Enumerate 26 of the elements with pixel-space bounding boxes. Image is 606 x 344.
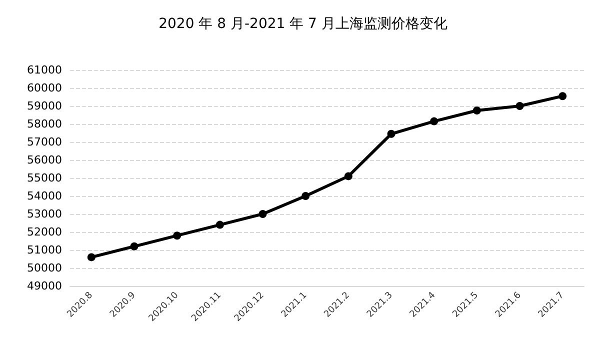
y-tick-label: 50000	[27, 262, 62, 274]
y-tick-label: 55000	[27, 172, 62, 184]
point	[130, 242, 138, 250]
y-tick-label: 49000	[27, 280, 62, 292]
y-tick-label: 51000	[27, 244, 62, 256]
point	[430, 117, 438, 126]
point	[472, 106, 481, 114]
point	[302, 192, 310, 200]
chart-title: 2020 年 8 月-2021 年 7 月上海监测价格变化	[158, 16, 448, 32]
y-tick-label: 53000	[27, 208, 62, 220]
point	[216, 220, 224, 229]
point	[87, 253, 96, 262]
point	[516, 102, 524, 110]
point	[258, 210, 267, 218]
point	[344, 172, 352, 180]
point	[387, 130, 396, 138]
y-tick-label: 57000	[27, 136, 62, 148]
y-tick-label: 56000	[27, 154, 62, 166]
y-tick-label: 52000	[27, 226, 62, 238]
y-tick-label: 61000	[27, 64, 62, 76]
y-tick-label: 60000	[27, 82, 62, 94]
y-tick-label: 54000	[27, 190, 62, 202]
point	[558, 92, 567, 100]
point	[173, 232, 182, 240]
y-tick-label: 59000	[27, 100, 62, 112]
y-tick-label: 58000	[27, 118, 62, 130]
